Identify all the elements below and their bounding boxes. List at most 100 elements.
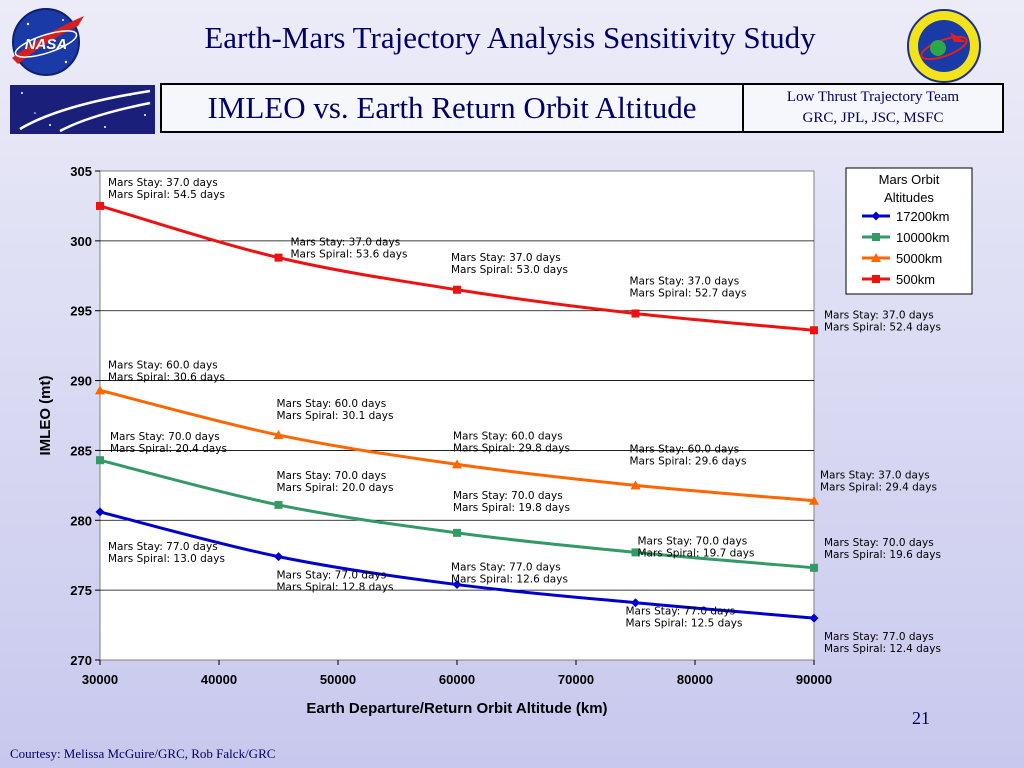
legend-marker — [871, 211, 881, 221]
header-box: IMLEO vs. Earth Return Orbit Altitude Lo… — [160, 83, 1004, 133]
nasa-logo-text: NASA — [25, 36, 68, 53]
team-name: Low Thrust Trajectory Team — [786, 89, 960, 105]
y-tick-label: 305 — [70, 164, 92, 179]
y-tick-label: 270 — [70, 653, 92, 668]
data-label: Mars Stay: 70.0 days — [277, 470, 387, 482]
data-point — [273, 430, 284, 440]
data-point — [274, 552, 283, 562]
nasa-logo: NASA — [12, 8, 84, 76]
data-label: Mars Stay: 37.0 days — [824, 309, 934, 321]
data-label: Mars Stay: 37.0 days — [451, 252, 561, 264]
data-label: Mars Spiral: 20.4 days — [110, 443, 227, 455]
legend-title: Altitudes — [884, 190, 934, 205]
data-label: Mars Spiral: 12.4 days — [824, 643, 941, 655]
x-tick-label: 60000 — [439, 672, 475, 687]
data-point — [96, 201, 104, 210]
data-point — [809, 613, 819, 623]
data-label: Mars Stay: 37.0 days — [820, 470, 930, 482]
y-tick-label: 300 — [70, 234, 92, 249]
data-point — [631, 548, 640, 557]
y-axis-title: IMLEO (mt) — [37, 376, 54, 456]
x-tick-label: 90000 — [796, 672, 832, 687]
header-title: IMLEO vs. Earth Return Orbit Altitude — [162, 85, 744, 131]
data-point — [274, 253, 283, 262]
division-logo — [907, 9, 981, 83]
data-label: Mars Stay: 60.0 days — [277, 398, 387, 410]
data-point — [453, 285, 461, 294]
data-label: Mars Stay: 70.0 days — [453, 490, 563, 502]
plot-area — [99, 170, 815, 661]
data-label: Mars Stay: 60.0 days — [108, 359, 218, 371]
data-point — [95, 385, 105, 395]
y-tick-label: 285 — [70, 443, 92, 458]
data-label: Mars Spiral: 30.6 days — [108, 371, 225, 383]
data-label: Mars Spiral: 30.1 days — [277, 410, 394, 422]
legend — [845, 167, 973, 295]
data-label: Mars Spiral: 12.5 days — [626, 618, 743, 630]
data-point — [274, 500, 283, 509]
legend-item-label: 17200km — [896, 209, 949, 224]
data-label: Mars Spiral: 54.5 days — [108, 189, 225, 201]
data-point — [95, 507, 105, 517]
data-label: Mars Spiral: 53.6 days — [291, 249, 408, 261]
data-label: Mars Spiral: 13.0 days — [108, 553, 225, 565]
data-label: Mars Spiral: 29.4 days — [820, 482, 937, 494]
legend-item-label: 500km — [896, 272, 935, 287]
legend-item-label: 10000km — [896, 230, 949, 245]
y-tick-label: 290 — [70, 374, 92, 389]
team-centers: GRC, JPL, JSC, MSFC — [802, 110, 944, 126]
data-label: Mars Spiral: 29.8 days — [453, 442, 570, 454]
data-label: Mars Stay: 60.0 days — [630, 443, 740, 455]
data-point — [810, 326, 818, 335]
data-label: Mars Stay: 77.0 days — [108, 541, 218, 553]
x-tick-label: 40000 — [201, 672, 237, 687]
y-tick-label: 295 — [70, 304, 92, 319]
space-banner-image — [10, 85, 155, 134]
legend-title: Mars Orbit — [879, 172, 940, 187]
data-label: Mars Stay: 77.0 days — [277, 570, 387, 582]
slide-title: Earth-Mars Trajectory Analysis Sensitivi… — [204, 20, 816, 55]
legend-marker — [871, 253, 881, 262]
data-label: Mars Stay: 60.0 days — [453, 430, 563, 442]
y-tick-label: 280 — [70, 513, 92, 528]
data-label: Mars Stay: 77.0 days — [824, 631, 934, 643]
legend-marker — [872, 233, 880, 241]
legend-item-label: 5000km — [896, 251, 942, 266]
data-label: Mars Spiral: 29.6 days — [630, 455, 747, 467]
data-label: Mars Stay: 70.0 days — [824, 537, 934, 549]
data-point — [452, 580, 462, 590]
data-label: Mars Spiral: 19.7 days — [638, 547, 755, 559]
data-label: Mars Spiral: 20.0 days — [277, 482, 394, 494]
data-label: Mars Stay: 70.0 days — [110, 431, 220, 443]
data-label: Mars Spiral: 52.7 days — [630, 288, 747, 300]
data-point — [453, 528, 461, 537]
data-label: Mars Stay: 37.0 days — [630, 276, 740, 288]
data-label: Mars Stay: 77.0 days — [451, 562, 561, 574]
y-tick-label: 275 — [70, 583, 92, 598]
data-label: Mars Spiral: 19.8 days — [453, 502, 570, 514]
data-point — [631, 598, 640, 608]
data-point — [452, 459, 462, 469]
page-number: 21 — [912, 708, 930, 728]
data-label: Mars Spiral: 19.6 days — [824, 549, 941, 561]
x-tick-label: 80000 — [677, 672, 713, 687]
data-point — [809, 495, 819, 505]
courtesy-credit: Courtesy: Melissa McGuire/GRC, Rob Falck… — [10, 746, 276, 761]
data-point — [810, 563, 818, 572]
x-tick-label: 50000 — [320, 672, 356, 687]
x-tick-label: 30000 — [82, 672, 118, 687]
data-label: Mars Spiral: 52.4 days — [824, 321, 941, 333]
x-tick-label: 70000 — [558, 672, 594, 687]
data-point — [96, 456, 104, 465]
imleo-line-chart: 270 275 280 285 290 295 300 305 30000 40000 50000 6… — [37, 164, 973, 717]
data-label: Mars Spiral: 12.6 days — [451, 574, 568, 586]
data-label: Mars Stay: 77.0 days — [626, 606, 736, 618]
data-label: Mars Spiral: 12.8 days — [277, 582, 394, 594]
data-point — [631, 309, 640, 318]
x-axis-title: Earth Departure/Return Orbit Altitude (k… — [306, 700, 607, 717]
data-label: Mars Stay: 37.0 days — [291, 237, 401, 249]
legend-marker — [872, 275, 880, 283]
data-label: Mars Spiral: 53.0 days — [451, 264, 568, 276]
data-label: Mars Stay: 70.0 days — [638, 535, 748, 547]
data-label: Mars Stay: 37.0 days — [108, 177, 218, 189]
